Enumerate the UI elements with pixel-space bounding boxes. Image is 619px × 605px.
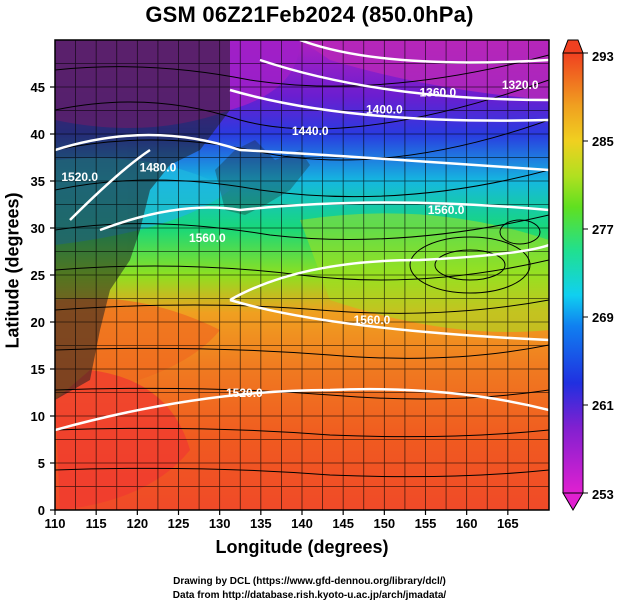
x-tick-label: 160 <box>456 516 478 531</box>
height-contours <box>55 40 549 432</box>
contour-label: 1320.0 <box>502 78 539 92</box>
y-tick-label: 40 <box>31 127 45 142</box>
contour-labels: 1320.0 1360.0 1400.0 1440.0 1480.0 1520.0 1560… <box>61 78 539 400</box>
colorbar-bottom-arrow <box>562 492 584 511</box>
colorbar-bar <box>562 52 584 494</box>
x-axis-label: Longitude (degrees) <box>215 537 389 557</box>
land-outlines <box>55 40 310 400</box>
x-tick-label: 115 <box>86 516 107 531</box>
contour-label: 1360.0 <box>419 85 456 99</box>
hot-region <box>55 370 190 510</box>
colorbar-top-arrow <box>562 39 584 54</box>
x-tick-label: 150 <box>373 516 395 531</box>
y-tick-label: 15 <box>31 362 45 377</box>
x-tick-label: 165 <box>497 516 519 531</box>
contour-label: 1440.0 <box>292 124 329 138</box>
colorbar-tick-label: 253 <box>592 487 614 502</box>
colorbar-tick-label: 261 <box>592 398 614 413</box>
credit-line-2: Data from http://database.rish.kyoto-u.a… <box>172 590 447 601</box>
y-tick-label: 10 <box>31 409 45 424</box>
y-tick-label: 0 <box>38 503 45 518</box>
contour-label: 1520.0 <box>226 386 263 400</box>
colorbar-tick-label: 293 <box>592 49 614 64</box>
mild-region <box>300 213 549 332</box>
map-plot-area <box>55 40 549 510</box>
y-tick-label: 45 <box>31 80 45 95</box>
x-tick-label: 130 <box>209 516 231 531</box>
contour-label: 1520.0 <box>61 170 98 184</box>
colorbar: 293 285 277 269 261 253 <box>562 39 614 511</box>
x-tick-label: 145 <box>332 516 354 531</box>
colorbar-tick-label: 269 <box>592 310 614 325</box>
contour-label: 1560.0 <box>354 313 391 327</box>
y-tick-label: 35 <box>31 174 45 189</box>
chart-title: GSM 06Z21Feb2024 (850.0hPa) <box>145 2 474 27</box>
y-tick-label: 20 <box>31 315 45 330</box>
x-tick-label: 125 <box>168 516 190 531</box>
y-tick-label: 25 <box>31 268 45 283</box>
contour-label: 1560.0 <box>189 231 226 245</box>
x-tick-label: 155 <box>415 516 437 531</box>
y-axis-label: Latitude (degrees) <box>2 192 23 349</box>
x-tick-label: 140 <box>291 516 313 531</box>
colorbar-tick-label: 285 <box>592 134 614 149</box>
contour-label: 1400.0 <box>366 102 403 116</box>
y-tick-label: 30 <box>31 221 45 236</box>
x-tick-label: 110 <box>45 516 66 531</box>
x-axis: 110 115 120 125 130 135 140 145 150 155 160 165 <box>45 510 519 531</box>
x-tick-label: 135 <box>250 516 272 531</box>
colorbar-tick-label: 277 <box>592 222 614 237</box>
x-tick-label: 120 <box>126 516 148 531</box>
colorbar-ticks: 293 285 277 269 261 253 <box>583 49 614 502</box>
credit-line-1: Drawing by DCL (https://www.gfd-dennou.o… <box>173 576 446 587</box>
contour-label: 1560.0 <box>428 203 465 217</box>
contour-label: 1480.0 <box>140 161 177 175</box>
y-tick-label: 5 <box>38 456 45 471</box>
y-axis: 0 5 10 15 20 25 30 35 40 45 <box>31 80 55 518</box>
